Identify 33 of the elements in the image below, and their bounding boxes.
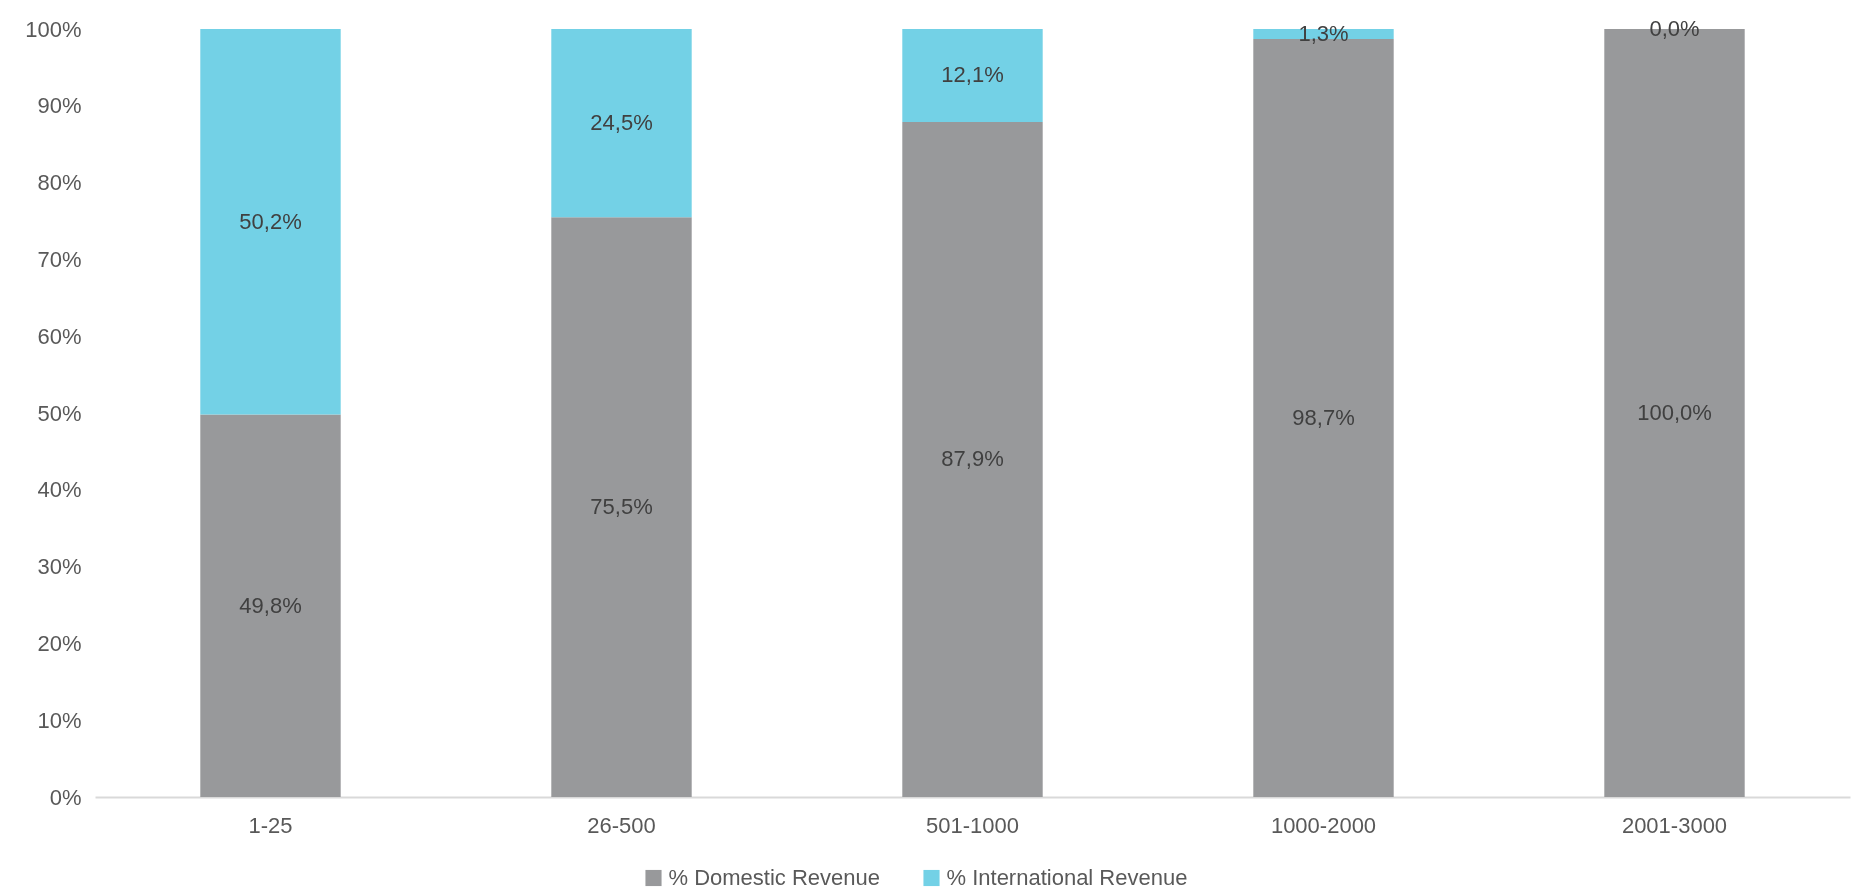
y-tick-label: 0% — [49, 784, 82, 810]
y-tick-label: 100% — [25, 16, 82, 42]
x-tick-label: 1-25 — [248, 812, 293, 838]
data-label: 50,2% — [239, 208, 302, 234]
x-tick-label: 26-500 — [587, 812, 656, 838]
data-label: 1,3% — [1298, 20, 1349, 46]
y-tick-label: 70% — [37, 246, 82, 272]
y-tick-label: 40% — [37, 477, 82, 503]
data-label: 12,1% — [941, 62, 1004, 88]
y-tick-label: 10% — [37, 707, 82, 733]
legend-label: % International Revenue — [946, 865, 1188, 889]
y-tick-label: 60% — [37, 323, 82, 349]
y-tick-label: 90% — [37, 93, 82, 119]
data-label: 24,5% — [590, 110, 653, 136]
data-label: 100,0% — [1637, 400, 1712, 425]
x-tick-label: 501-1000 — [926, 812, 1019, 838]
x-tick-label: 1000-2000 — [1270, 812, 1377, 838]
bar — [551, 217, 692, 797]
y-tick-label: 50% — [37, 400, 82, 426]
y-tick-label: 30% — [37, 554, 82, 580]
legend-label: % Domestic Revenue — [668, 865, 881, 889]
y-tick-label: 80% — [37, 170, 82, 196]
bar — [200, 29, 341, 415]
data-label: 87,9% — [941, 446, 1004, 472]
data-label: 98,7% — [1292, 404, 1355, 430]
bar — [902, 121, 1043, 797]
bar — [902, 29, 1043, 122]
x-tick-label: 2001-3000 — [1621, 812, 1728, 838]
y-tick-label: 20% — [37, 630, 82, 656]
bar — [200, 414, 341, 797]
data-label: 49,8% — [239, 592, 302, 618]
data-label: 75,5% — [590, 494, 653, 520]
bar — [551, 29, 692, 218]
